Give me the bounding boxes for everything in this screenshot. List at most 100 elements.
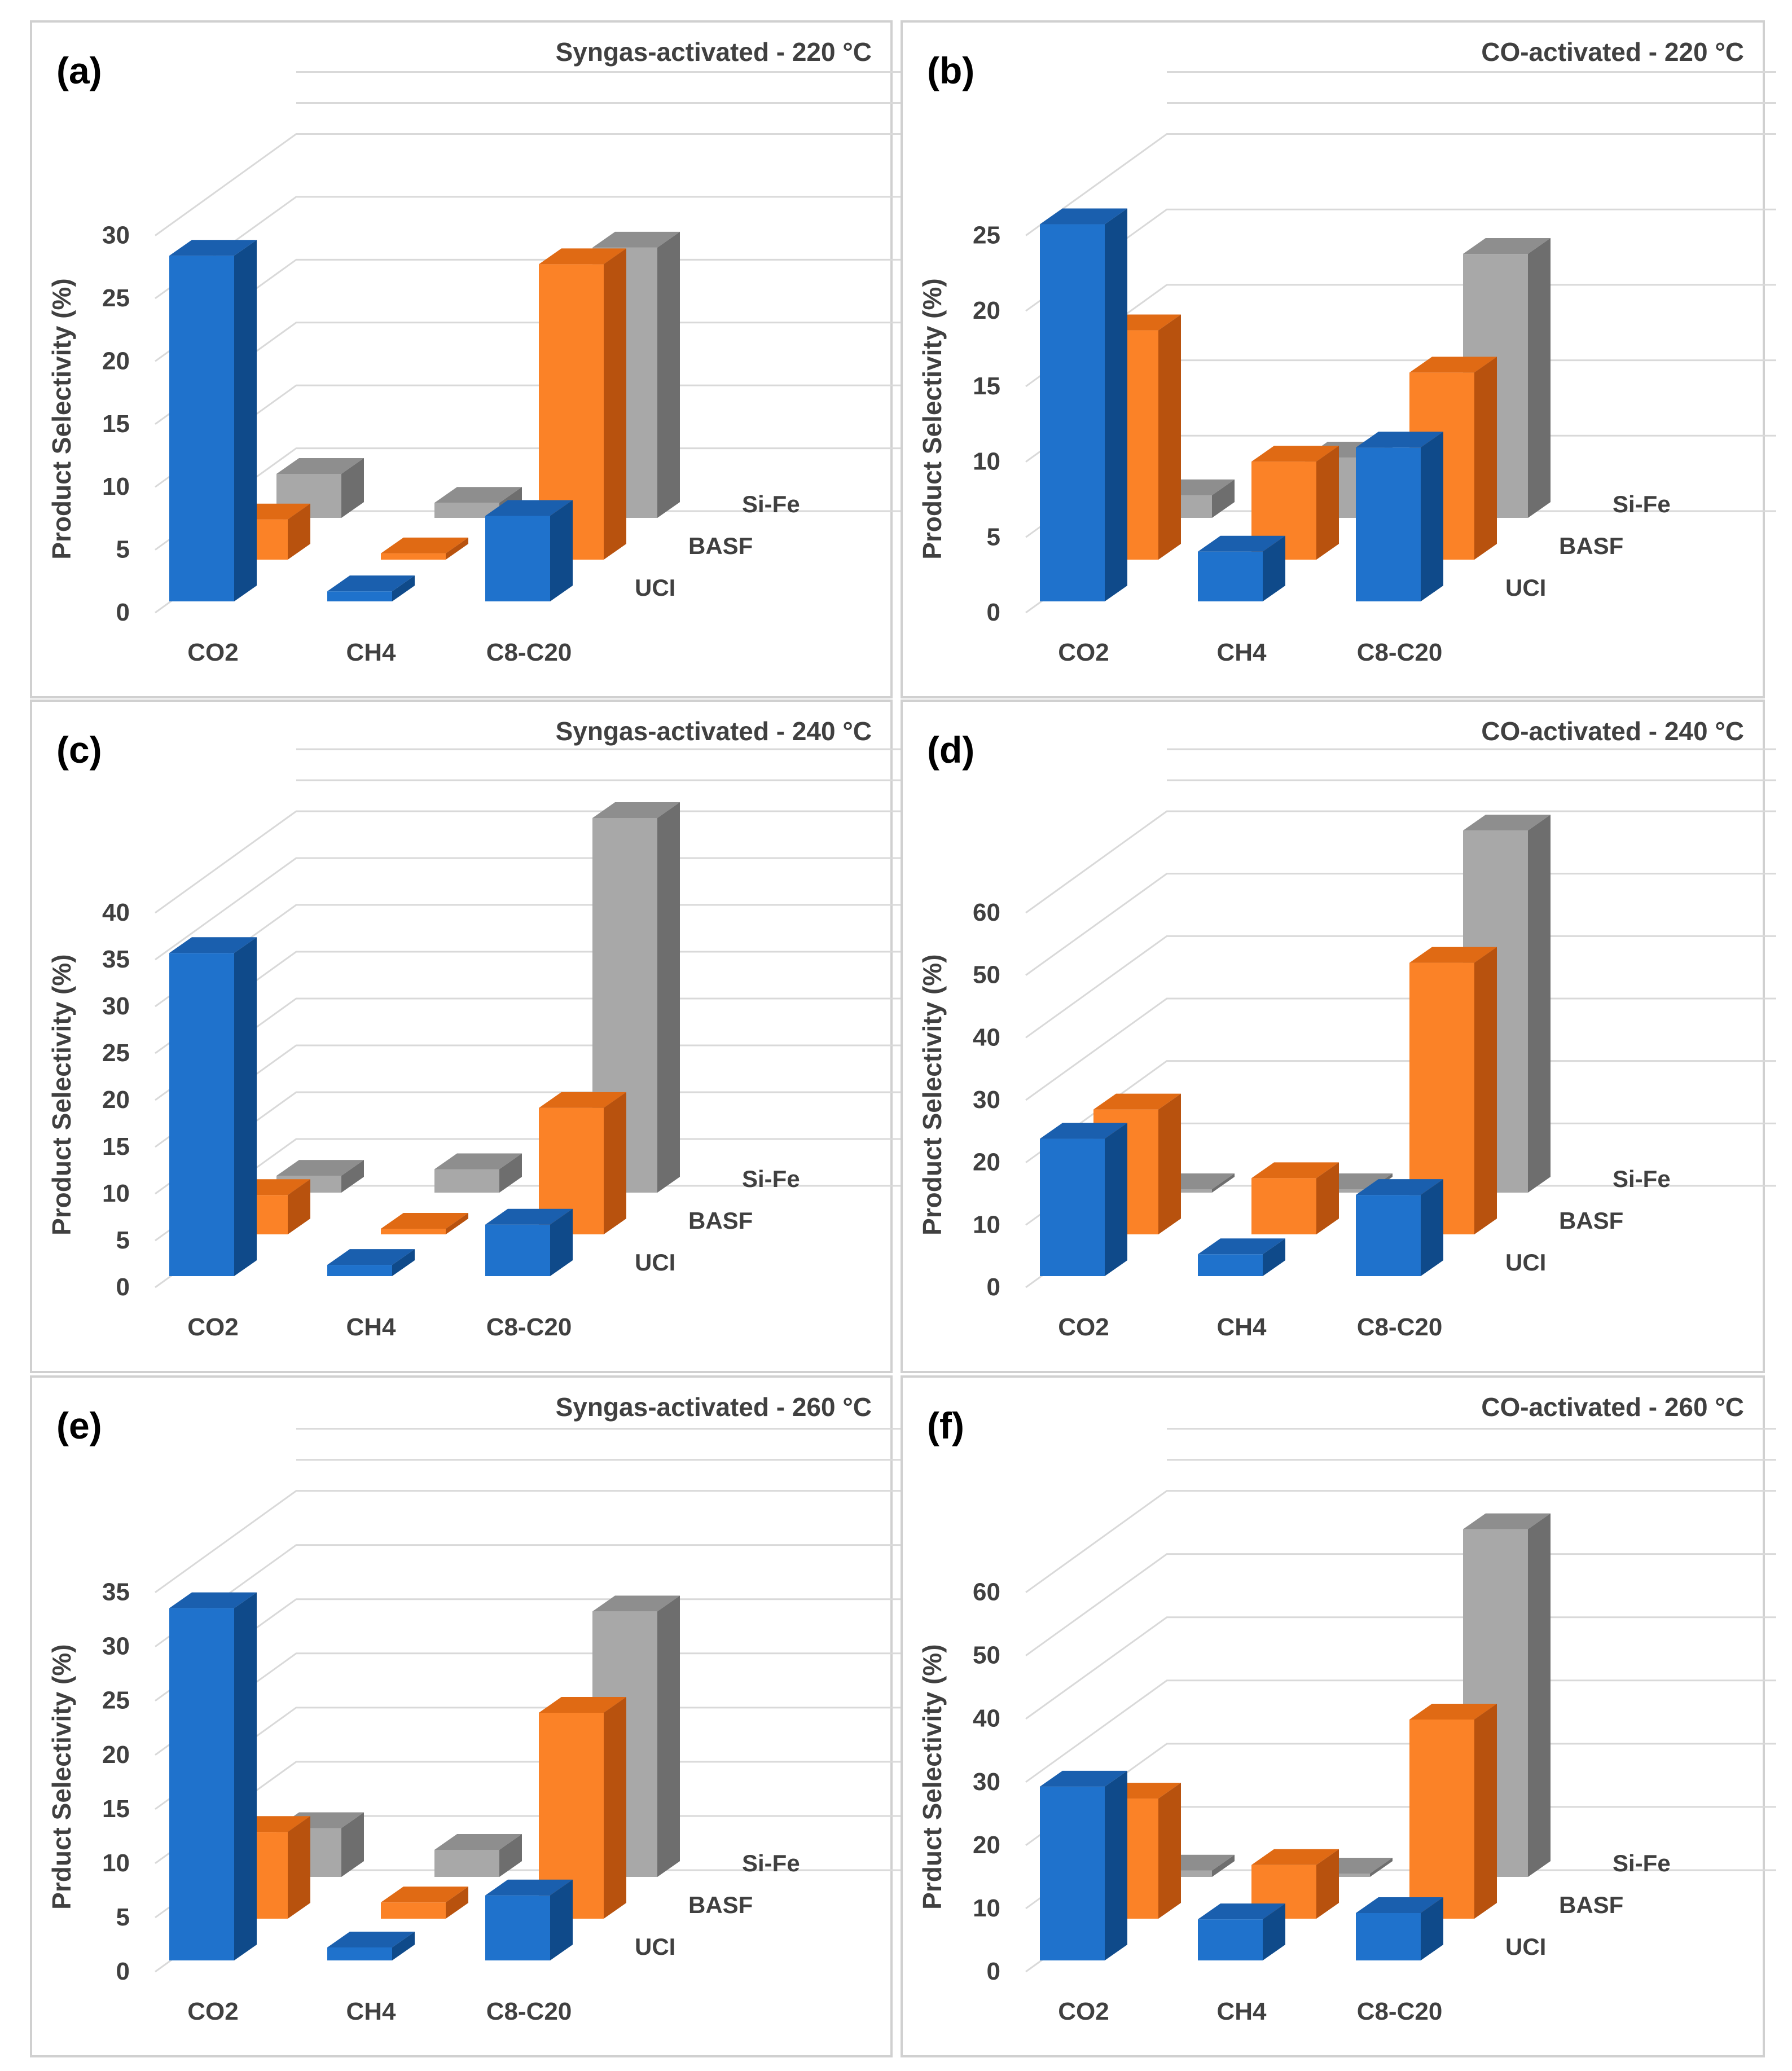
- category-label-co2: CO2: [187, 639, 238, 666]
- panel-label: (b): [927, 50, 974, 91]
- series-label-si-fe: Si-Fe: [1613, 1166, 1671, 1192]
- category-label-c8-c20: C8-C20: [1357, 1998, 1443, 2025]
- y-tick-label: 5: [116, 1226, 130, 1254]
- y-tick-label: 30: [973, 1768, 1000, 1796]
- bar-uci-co2: [1040, 208, 1127, 601]
- series-label-si-fe: Si-Fe: [1613, 491, 1671, 517]
- series-label-basf: BASF: [1559, 1892, 1623, 1918]
- bar-si-fe-ch4: [434, 1833, 522, 1877]
- series-label-si-fe: Si-Fe: [742, 1850, 800, 1876]
- panel-title: Syngas-activated - 220 °C: [556, 37, 872, 67]
- y-tick-label: 30: [973, 1086, 1000, 1114]
- y-tick-label: 0: [116, 1273, 130, 1301]
- gridline: [1025, 935, 1776, 1039]
- series-label-si-fe: Si-Fe: [742, 491, 800, 517]
- series-label-basf: BASF: [688, 1892, 753, 1918]
- bar-uci-c8-c20: [485, 1208, 573, 1276]
- gridline: [155, 1490, 906, 1593]
- y-tick-label: 20: [973, 1149, 1000, 1176]
- bar-uci-co2: [169, 240, 257, 601]
- category-label-co2: CO2: [1058, 1313, 1109, 1341]
- series-label-uci: UCI: [635, 574, 675, 601]
- gridline: [1025, 133, 1776, 236]
- y-tick-label: 20: [102, 347, 130, 375]
- category-label-ch4: CH4: [346, 1998, 396, 2025]
- series-label-uci: UCI: [1505, 574, 1546, 601]
- y-tick-label: 35: [102, 946, 130, 973]
- bar-uci-c8-c20: [485, 500, 573, 601]
- y-tick-label: 30: [102, 992, 130, 1020]
- y-tick-label: 30: [102, 222, 130, 249]
- bar-uci-ch4: [327, 1249, 415, 1276]
- y-axis-label: Prduct Selectivity (%): [917, 1644, 947, 1909]
- series-label-uci: UCI: [1505, 1249, 1546, 1276]
- y-tick-label: 60: [973, 1578, 1000, 1606]
- y-tick-label: 50: [973, 961, 1000, 989]
- y-tick-label: 15: [102, 1133, 130, 1160]
- bar-uci-co2: [1040, 1770, 1127, 1960]
- gridline: [1025, 1490, 1776, 1593]
- y-tick-label: 15: [102, 1795, 130, 1823]
- y-tick-label: 10: [102, 1849, 130, 1877]
- series-label-uci: UCI: [635, 1249, 675, 1276]
- gridline: [1025, 1679, 1776, 1783]
- y-axis-label: Product Selectivity (%): [917, 954, 947, 1235]
- bar-basf-ch4: [381, 1213, 468, 1234]
- bar-basf-ch4: [381, 1887, 468, 1919]
- y-tick-label: 10: [973, 1894, 1000, 1922]
- gridline: [1025, 810, 1776, 914]
- y-tick-label: 25: [102, 1687, 130, 1714]
- bar-uci-ch4: [327, 1931, 415, 1960]
- y-tick-label: 0: [987, 1958, 1000, 1985]
- panel-frame: [901, 1375, 1765, 2057]
- bar-uci-ch4: [1198, 1238, 1285, 1276]
- gridline: [155, 857, 906, 961]
- bar-basf-ch4: [1251, 1162, 1339, 1234]
- y-tick-label: 5: [987, 523, 1000, 551]
- category-label-co2: CO2: [187, 1313, 238, 1341]
- category-label-co2: CO2: [1058, 1998, 1109, 2025]
- panel-frame: [30, 700, 893, 1373]
- category-label-c8-c20: C8-C20: [1357, 1313, 1443, 1341]
- y-tick-label: 0: [116, 599, 130, 626]
- gridline: [1025, 873, 1776, 976]
- category-label-c8-c20: C8-C20: [486, 639, 572, 666]
- y-tick-label: 40: [102, 899, 130, 926]
- y-tick-label: 15: [102, 410, 130, 438]
- y-tick-label: 0: [116, 1958, 130, 1985]
- y-tick-label: 10: [102, 473, 130, 500]
- chart-panel-f: 0 10 20 30 40 50 60 Prduct Selectivity (%) (f) CO…: [901, 1375, 1776, 2057]
- y-tick-label: 20: [973, 1831, 1000, 1859]
- panel-title: CO-activated - 260 °C: [1481, 1392, 1744, 1422]
- y-tick-label: 5: [116, 536, 130, 564]
- category-label-ch4: CH4: [1216, 1998, 1267, 2025]
- category-label-c8-c20: C8-C20: [486, 1313, 572, 1341]
- gridline: [155, 133, 906, 236]
- chart-panel-e: 0 5 10 15 20 25 30 35 Prduct Selectivity (%) (e) S…: [30, 1375, 906, 2057]
- panel-label: (e): [56, 1405, 102, 1446]
- series-label-basf: BASF: [1559, 1207, 1623, 1234]
- y-axis-label: Product Selectivity (%): [917, 278, 947, 559]
- bar-uci-c8-c20: [1356, 1179, 1443, 1276]
- category-label-ch4: CH4: [346, 1313, 396, 1341]
- category-label-c8-c20: C8-C20: [486, 1998, 572, 2025]
- panel-frame: [30, 1375, 893, 2057]
- panel-frame: [30, 20, 893, 698]
- y-tick-label: 25: [973, 222, 1000, 249]
- bar-uci-co2: [1040, 1123, 1127, 1276]
- y-tick-label: 35: [102, 1578, 130, 1606]
- bar-basf-c8-c20: [1409, 1703, 1497, 1919]
- bar-uci-ch4: [1198, 1903, 1285, 1960]
- y-tick-label: 5: [116, 1903, 130, 1931]
- chart-panel-c: 0 5 10 15 20 25 30 35 40 Product Selectivity (%) (…: [30, 700, 906, 1373]
- panel-title: Syngas-activated - 260 °C: [556, 1392, 872, 1422]
- panel-label: (d): [927, 729, 974, 771]
- gridline: [155, 810, 906, 914]
- y-tick-label: 25: [102, 1039, 130, 1067]
- series-label-basf: BASF: [1559, 533, 1623, 559]
- y-tick-label: 30: [102, 1633, 130, 1660]
- y-tick-label: 0: [987, 1273, 1000, 1301]
- y-tick-label: 20: [102, 1086, 130, 1114]
- y-tick-label: 25: [102, 284, 130, 312]
